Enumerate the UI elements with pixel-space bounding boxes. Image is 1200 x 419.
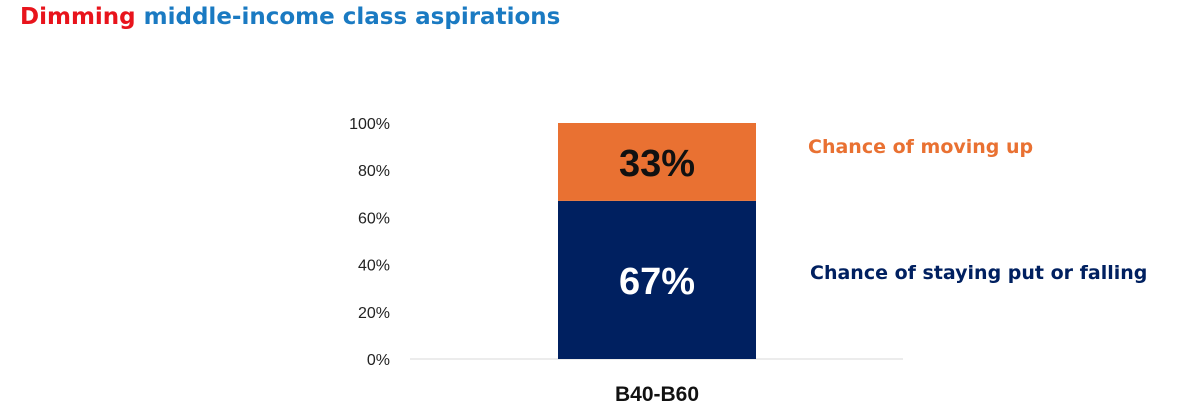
y-tick-label: 20%	[358, 305, 390, 322]
x-category-label: B40-B60	[615, 383, 699, 406]
data-label: 67%	[619, 261, 695, 303]
data-label: 33%	[619, 143, 695, 185]
y-tick-label: 0%	[367, 352, 390, 369]
bars: 67% 33%	[558, 123, 756, 359]
bar-segment-moving-up	[558, 123, 756, 201]
y-tick-label: 80%	[358, 163, 390, 180]
title-rest: middle-income class aspirations	[143, 4, 561, 30]
legend: Chance of staying put or falling Chance o…	[808, 136, 1147, 284]
legend-entry: Chance of staying put or falling	[810, 262, 1147, 284]
legend-entry: Chance of moving up	[808, 136, 1033, 158]
y-axis-ticks: 0% 20% 40% 60% 80% 100%	[349, 116, 390, 369]
title-highlight: Dimming	[20, 4, 136, 30]
y-tick-label: 40%	[358, 258, 390, 275]
y-tick-label: 60%	[358, 210, 390, 227]
chart-title: Dimming middle-income class aspirations	[20, 4, 560, 30]
x-axis-categories: B40-B60	[615, 383, 699, 406]
y-tick-label: 100%	[349, 116, 390, 133]
bar-segment-staying	[558, 200, 756, 359]
